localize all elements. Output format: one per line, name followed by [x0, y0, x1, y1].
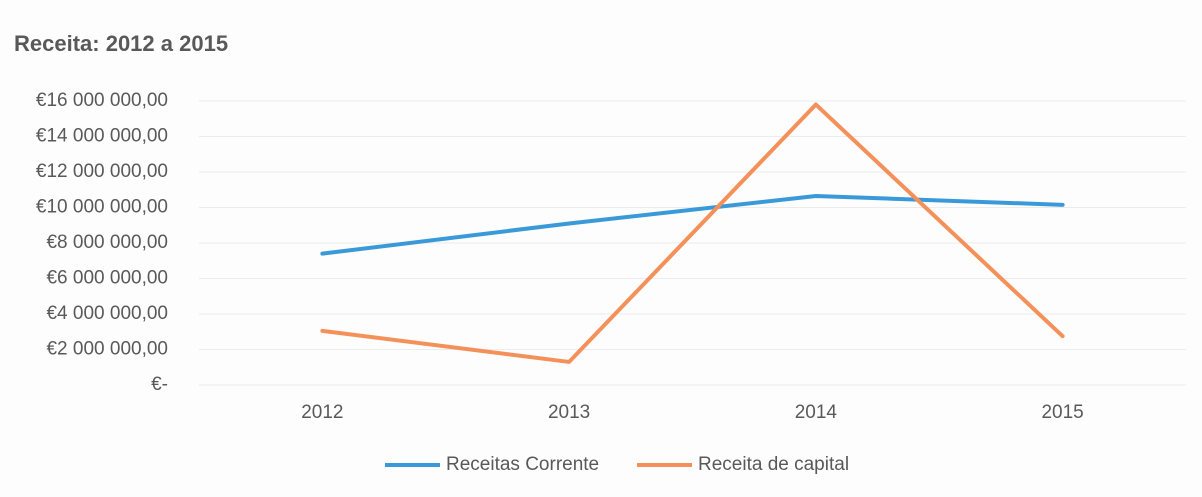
x-tick-label: 2014	[795, 402, 838, 423]
y-tick-label: €-	[151, 374, 168, 395]
x-tick-label: 2012	[301, 402, 343, 423]
y-tick-label: €6 000 000,00	[46, 268, 168, 289]
y-tick-label: €16 000 000,00	[36, 90, 168, 111]
y-tick-label: €10 000 000,00	[36, 197, 168, 218]
y-tick-label: €14 000 000,00	[36, 126, 168, 147]
y-tick-label: €12 000 000,00	[36, 161, 168, 182]
chart-title: Receita: 2012 a 2015	[14, 31, 228, 56]
line	[320, 102, 1065, 364]
y-tick-label: €8 000 000,00	[46, 232, 168, 253]
y-tick-label: €4 000 000,00	[46, 303, 168, 324]
x-tick-label: 2015	[1041, 402, 1083, 423]
y-tick-label: €2 000 000,00	[46, 339, 168, 360]
legend-label: Receitas Corrente	[446, 454, 599, 475]
legend-label: Receita de capital	[698, 454, 849, 475]
line	[320, 193, 1065, 256]
x-tick-label: 2013	[548, 402, 590, 423]
